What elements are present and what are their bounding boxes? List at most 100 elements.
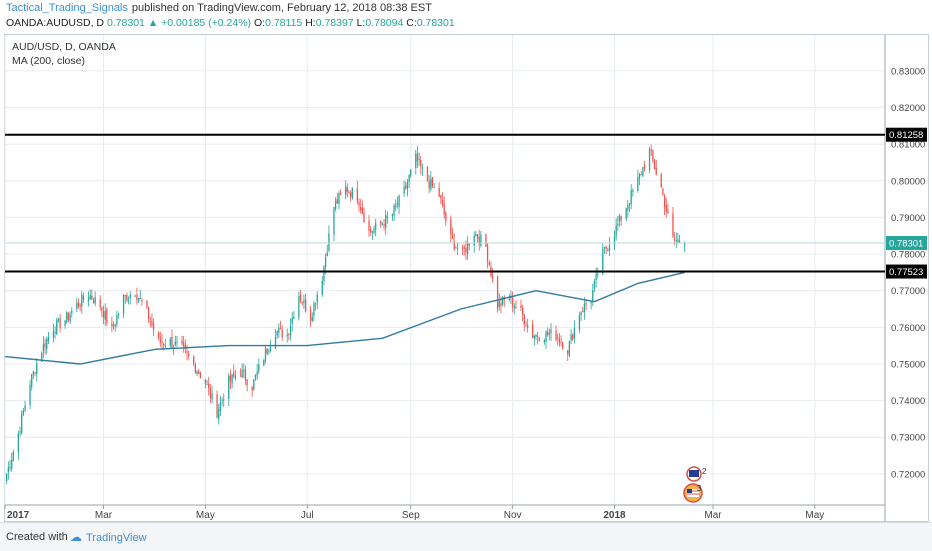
candle-up — [117, 313, 120, 316]
candle-down — [537, 336, 539, 338]
low-label: L: — [356, 17, 366, 29]
candle-up — [196, 371, 198, 375]
candle-down — [496, 276, 499, 309]
candle-down — [92, 300, 95, 304]
x-tick-label: 2017 — [7, 510, 30, 521]
candle-up — [456, 248, 459, 250]
candle-down — [468, 243, 470, 246]
candle-up — [36, 363, 38, 374]
x-tick-label: Jul — [301, 510, 314, 521]
candle-up — [578, 315, 581, 331]
candle-down — [101, 306, 103, 311]
candle-up — [580, 312, 582, 316]
chart-legend-indicator[interactable]: MA (200, close) — [12, 55, 85, 67]
candle-down — [486, 245, 489, 261]
candle-up — [122, 294, 125, 314]
candle-down — [141, 299, 143, 302]
candle-down — [59, 318, 61, 328]
candle-up — [127, 298, 130, 300]
candle-down — [209, 388, 212, 398]
candle-down — [363, 212, 365, 223]
candle-up — [513, 306, 515, 308]
y-tick-label: 0.74000 — [891, 396, 925, 407]
candle-up — [258, 364, 260, 372]
candle-down — [426, 166, 429, 182]
us-flag-event-icon[interactable]: 3 — [683, 483, 703, 503]
candle-down — [538, 337, 540, 341]
event-icons[interactable]: 2 3 — [683, 466, 707, 503]
candle-down — [162, 343, 165, 345]
candle-up — [386, 216, 389, 218]
candle-down — [152, 323, 155, 331]
candle-up — [164, 345, 166, 347]
candle-up — [533, 335, 535, 339]
candle-down — [383, 224, 385, 227]
candle-down — [304, 299, 307, 312]
candle-up — [31, 374, 33, 387]
chart-legend-title: AUD/USD, D, OANDA — [12, 41, 116, 53]
candle-down — [445, 212, 447, 222]
candle-down — [216, 394, 218, 418]
candle-up — [219, 402, 222, 411]
candle-up — [52, 331, 55, 338]
candle-down — [99, 299, 101, 308]
candle-down — [523, 314, 525, 325]
candle-up — [570, 334, 572, 341]
ma-200-line — [4, 271, 685, 365]
candle-down — [547, 331, 549, 336]
candle-down — [194, 364, 197, 373]
candle-up — [17, 433, 20, 453]
y-tick-label: 0.76000 — [891, 323, 925, 334]
candle-down — [428, 181, 430, 189]
candle-up — [278, 327, 280, 333]
candle-up — [415, 153, 417, 168]
candle-up — [498, 301, 500, 307]
candle-down — [198, 371, 200, 374]
candle-down — [380, 220, 382, 225]
candle-up — [638, 174, 641, 179]
candle-up — [124, 295, 126, 297]
candle-down — [660, 174, 662, 188]
candle-up — [129, 294, 131, 298]
candle-up — [116, 315, 118, 325]
candle-down — [223, 399, 225, 401]
candle-down — [438, 187, 440, 197]
candle-down — [136, 294, 138, 300]
y-axis-labels: 0.83000 0.82000 0.81000 0.80000 0.79000 0.780… — [891, 66, 925, 480]
candle-down — [159, 337, 161, 343]
au-flag-event-icon[interactable]: 2 — [686, 466, 707, 482]
candle-up — [391, 213, 394, 217]
candle-up — [211, 393, 213, 400]
level-tag — [886, 127, 927, 142]
candle-up — [243, 370, 245, 372]
level-tag-label: 0.81258 — [889, 130, 923, 141]
y-tick-label: 0.75000 — [891, 359, 925, 370]
candle-up — [603, 247, 606, 249]
tradingview-brand[interactable]: ☁ TradingView — [70, 530, 147, 544]
candle-up — [568, 341, 571, 356]
candle-down — [653, 159, 656, 170]
author-link[interactable]: Tactical_Trading_Signals — [6, 2, 128, 14]
candle-up — [375, 222, 377, 230]
candle-up — [176, 341, 178, 343]
candle-up — [303, 300, 305, 303]
candle-up — [501, 297, 504, 305]
horizontal-lines[interactable]: 0.78301 0.81258 0.77523 — [5, 127, 927, 279]
candle-down — [515, 307, 517, 309]
svg-text:2: 2 — [702, 467, 707, 476]
x-axis: 2017 Mar May Jul Sep Nov 2018 Mar May — [4, 35, 928, 523]
candle-down — [567, 350, 569, 354]
y-tick-label: 0.79000 — [891, 213, 925, 224]
y-tick-label: 0.73000 — [891, 433, 925, 444]
candle-down — [281, 329, 283, 338]
candle-down — [106, 309, 108, 324]
candle-up — [253, 379, 255, 390]
candle-down — [309, 309, 312, 321]
candle-down — [585, 302, 587, 305]
symbol-label: OANDA:AUDUSD, D — [6, 17, 105, 29]
candle-down — [44, 342, 46, 348]
candle-down — [673, 238, 676, 240]
candle-down — [112, 324, 115, 327]
candle-up — [323, 266, 325, 282]
